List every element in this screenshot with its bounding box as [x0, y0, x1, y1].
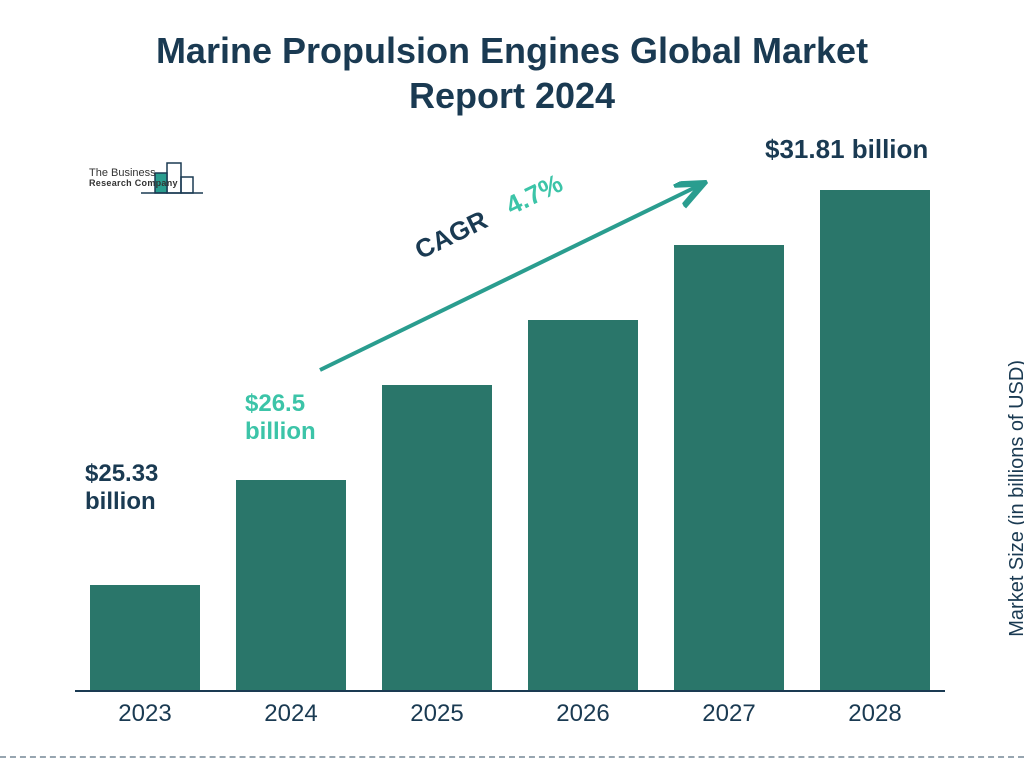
xlabel-2025: 2025	[382, 700, 492, 728]
bottom-dashed-line	[0, 756, 1024, 758]
value-label-2024-l1: $26.5	[245, 390, 316, 418]
value-label-2023: $25.33 billion	[85, 460, 158, 515]
bar-2025	[382, 385, 492, 690]
bar-2026	[528, 320, 638, 690]
cagr-word: CAGR	[410, 204, 492, 265]
logo-text: The Business Research Company	[89, 167, 178, 189]
value-label-2023-l1: $25.33	[85, 460, 158, 488]
value-label-2028: $31.81 billion	[765, 135, 928, 165]
chart-title: Marine Propulsion Engines Global Market …	[0, 28, 1024, 118]
logo-line2: Research Company	[89, 179, 178, 189]
xlabel-2028: 2028	[820, 700, 930, 728]
xlabel-2027: 2027	[674, 700, 784, 728]
company-logo: The Business Research Company	[95, 155, 225, 215]
bar-2027	[674, 245, 784, 690]
chart-container: { "title": { "text": "Marine Propulsion …	[0, 0, 1024, 768]
xlabel-2023: 2023	[90, 700, 200, 728]
xlabel-2026: 2026	[528, 700, 638, 728]
value-label-2028-text: $31.81 billion	[765, 134, 928, 164]
bar-2028	[820, 190, 930, 690]
bar-2023	[90, 585, 200, 690]
y-axis-label: Market Size (in billions of USD)	[1006, 360, 1024, 637]
bar-2024	[236, 480, 346, 690]
title-text: Marine Propulsion Engines Global Market …	[156, 30, 868, 116]
value-label-2024: $26.5 billion	[245, 390, 316, 445]
xlabel-2024: 2024	[236, 700, 346, 728]
x-axis-line	[75, 690, 945, 692]
cagr-value: 4.7%	[501, 168, 567, 221]
value-label-2024-l2: billion	[245, 418, 316, 446]
value-label-2023-l2: billion	[85, 488, 158, 516]
cagr-label: CAGR 4.7%	[410, 168, 568, 266]
